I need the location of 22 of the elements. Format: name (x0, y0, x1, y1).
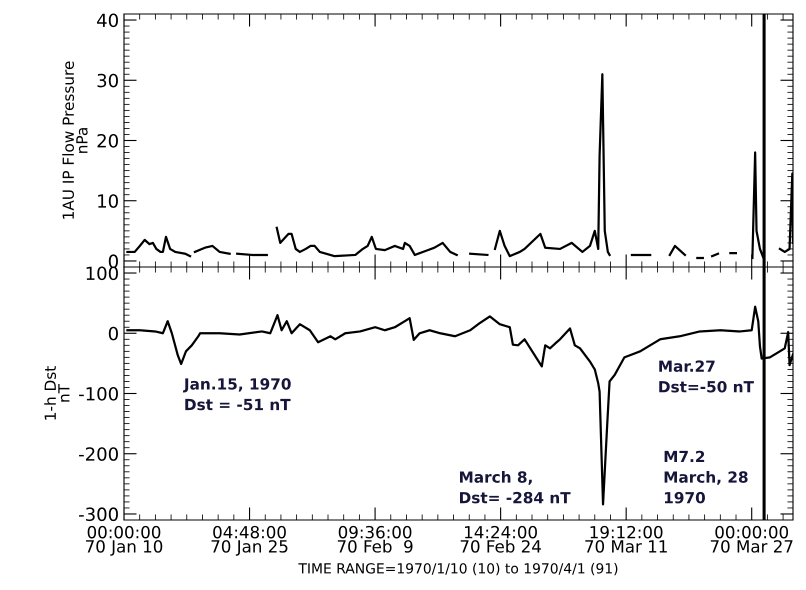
annotation: Mar.27 Dst=-50 nT (659, 360, 754, 393)
y-tick-label: -200 (79, 447, 118, 461)
y-axis-title: 1-h Dst nT (44, 366, 70, 420)
x-tick-label: 00:00:00 70 Jan 10 (86, 526, 162, 556)
y-axis-title: 1AU IP Flow Pressure nPa (62, 61, 88, 219)
y-tick-label: 10 (98, 194, 118, 208)
annotation: March 8, Dst= -284 nT (460, 471, 571, 504)
x-tick-label: 14:24:00 70 Feb 24 (460, 526, 541, 553)
y-tick-label: -100 (79, 386, 118, 401)
x-tick-label: 09:36:00 70 Feb 9 (338, 526, 413, 553)
x-tick-label: 04:48:00 70 Jan 25 (212, 526, 288, 556)
x-tick-label: 00:00:00 70 Mar 27 (710, 526, 793, 553)
x-tick-label: 19:12:00 70 Mar 11 (585, 526, 667, 553)
y-tick-label: 20 (97, 134, 118, 148)
y-tick-label: 0 (108, 326, 118, 340)
x-axis-title: TIME RANGE=1970/1/10 (10) to 1970/4/1 (91) (298, 562, 618, 576)
annotation: M7.2 March, 28 1970 (664, 450, 748, 504)
y-tick-label: -300 (79, 507, 118, 522)
annotation: Jan.15, 1970 Dst = -51 nT (183, 378, 291, 410)
y-tick-label: 100 (86, 266, 118, 280)
y-tick-label: 40 (97, 13, 118, 28)
y-tick-label: 30 (98, 74, 118, 88)
